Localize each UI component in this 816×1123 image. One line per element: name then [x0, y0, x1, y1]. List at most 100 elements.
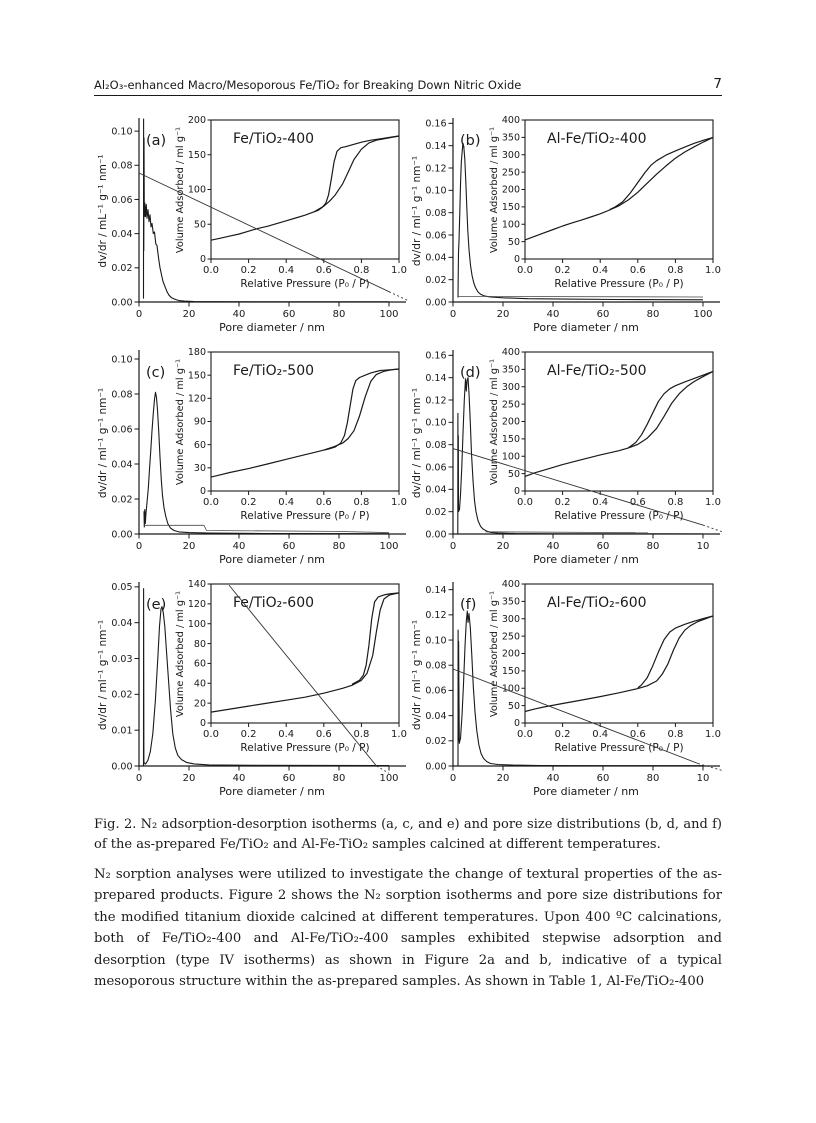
diagonal-artifact-line — [452, 448, 704, 526]
panel-letter: (c) — [146, 365, 165, 381]
inset-ytick-label: 0 — [200, 718, 206, 729]
inset-ytick-label: 40 — [194, 678, 206, 689]
inset-title: Al-Fe/TiO₂-600 — [547, 595, 647, 611]
inset-ylabel: Volume Adsorbed / ml g⁻¹ — [489, 127, 500, 253]
outer-xtick-label: 100 — [379, 773, 398, 784]
outer-xtick-label: 40 — [547, 773, 560, 784]
outer-ytick-label: 0.08 — [425, 661, 446, 672]
inset-ytick-label: 0 — [514, 486, 520, 497]
outer-xtick-label: 20 — [183, 773, 196, 784]
outer-ytick-label: 0.10 — [425, 635, 446, 646]
outer-ytick-label: 0.00 — [425, 761, 446, 772]
inset-ytick-label: 200 — [188, 115, 206, 126]
inset-ytick-label: 50 — [194, 219, 206, 230]
outer-xtick-label: 40 — [547, 541, 560, 552]
outer-ytick-label: 0.14 — [425, 373, 446, 384]
pore-size-curve — [457, 142, 704, 301]
outer-xtick-label: 20 — [497, 541, 510, 552]
inset-xtick-label: 0.2 — [241, 265, 257, 276]
outer-ytick-label: 0.04 — [111, 229, 132, 240]
inset-ytick-label: 300 — [502, 382, 520, 393]
outer-ytick-label: 0.16 — [425, 351, 446, 362]
outer-ytick-label: 0.02 — [111, 494, 132, 505]
outer-xtick-label: 10 — [697, 541, 710, 552]
outer-xtick-label: 100 — [379, 309, 398, 320]
panel-letter: (a) — [146, 133, 166, 149]
inset-xtick-label: 0.4 — [592, 265, 608, 276]
outer-ytick-label: 0.02 — [425, 507, 446, 518]
inset-xtick-label: 0.8 — [667, 729, 683, 740]
outer-ytick-label: 0.12 — [425, 163, 446, 174]
outer-xtick-label: 80 — [333, 773, 346, 784]
outer-xtick-label: 40 — [233, 309, 246, 320]
outer-xtick-label: 60 — [597, 541, 610, 552]
outer-ytick-label: 0.04 — [425, 711, 446, 722]
inset-xtick-label: 0.8 — [353, 265, 369, 276]
pore-baseline — [485, 531, 649, 534]
figure-2-caption: Fig. 2. N₂ adsorption-desorption isother… — [94, 817, 722, 852]
outer-xtick-label: 80 — [647, 309, 660, 320]
figure-2-grid: 0.00 0.02 0.04 0.06 0.08 0.10 dv/dr / mL⁻¹ g⁻¹… — [94, 112, 722, 808]
inset-xtick-label: 0.4 — [592, 497, 608, 508]
adsorption-branch — [524, 615, 714, 713]
inset-xtick-label: 0.0 — [517, 497, 533, 508]
outer-ytick-label: 0.02 — [425, 275, 446, 286]
adsorption-branch — [210, 592, 400, 713]
outer-xtick-label: 40 — [547, 309, 560, 320]
outer-xtick-label: 60 — [283, 773, 296, 784]
outer-ytick-label: 0.04 — [111, 459, 132, 470]
outer-ytick-label: 0.04 — [425, 253, 446, 264]
diagonal-artifact-line-dotted — [697, 763, 722, 771]
inset-ytick-label: 60 — [194, 440, 206, 451]
inset-xtick-label: 1.0 — [705, 729, 721, 740]
inset-ytick-label: 120 — [188, 599, 206, 610]
adsorption-branch — [524, 370, 714, 477]
inset-xtick-label: 1.0 — [391, 265, 407, 276]
inset-xtick-label: 1.0 — [391, 729, 407, 740]
outer-ytick-label: 0.10 — [425, 418, 446, 429]
outer-xtick-label: 20 — [183, 541, 196, 552]
panel-letter: (d) — [460, 365, 481, 381]
desorption-branch — [314, 135, 400, 213]
inset-ytick-label: 0 — [514, 718, 520, 729]
desorption-branch — [637, 615, 714, 689]
inset-xlabel: Relative Pressure (P₀ / P) — [554, 278, 683, 290]
inset-ylabel: Volume Adsorbed / ml g⁻¹ — [175, 591, 186, 717]
outer-ylabel: dv/dr / mL⁻¹ g⁻¹ nm⁻¹ — [97, 154, 109, 267]
inset-ytick-label: 350 — [502, 365, 520, 376]
outer-xtick-label: 80 — [333, 541, 346, 552]
inset-ytick-label: 300 — [502, 150, 520, 161]
inset-ytick-label: 30 — [194, 463, 206, 474]
outer-xtick-label: 10 — [697, 773, 710, 784]
inset-xtick-label: 0.6 — [316, 265, 332, 276]
inset-ytick-label: 100 — [502, 683, 520, 694]
inset-ytick-label: 400 — [502, 579, 520, 590]
inset-ytick-label: 100 — [188, 185, 206, 196]
outer-xtick-label: 40 — [233, 541, 246, 552]
inset-xtick-label: 1.0 — [391, 497, 407, 508]
outer-xlabel: Pore diameter / nm — [533, 785, 639, 798]
outer-ytick-label: 0.08 — [111, 389, 132, 400]
outer-ytick-label: 0.12 — [425, 610, 446, 621]
inset-frame — [524, 119, 714, 260]
inset-ylabel: Volume Adsorbed / ml g⁻¹ — [175, 359, 186, 485]
outer-ytick-label: 0.06 — [425, 230, 446, 241]
outer-ytick-label: 0.08 — [425, 208, 446, 219]
inset-xtick-label: 0.6 — [316, 729, 332, 740]
inset-ytick-label: 0 — [200, 486, 206, 497]
adsorption-branch — [524, 136, 714, 241]
panel-d-chart: 0.000.020.040.060.080.100.120.140.16dv/d… — [411, 347, 722, 566]
inset-ytick-label: 140 — [188, 579, 206, 590]
inset-xlabel: Relative Pressure (P₀ / P) — [240, 510, 369, 522]
desorption-branch — [323, 368, 400, 451]
outer-ytick-label: 0.10 — [111, 126, 132, 137]
outer-ylabel: dv/dr / ml⁻¹ g⁻¹ nm⁻¹ — [97, 388, 109, 498]
inset-ytick-label: 50 — [508, 701, 520, 712]
outer-xlabel: Pore diameter / nm — [219, 553, 325, 566]
outer-xlabel: Pore diameter / nm — [219, 321, 325, 334]
inset-ytick-label: 180 — [188, 347, 206, 358]
inset-ytick-label: 100 — [502, 451, 520, 462]
